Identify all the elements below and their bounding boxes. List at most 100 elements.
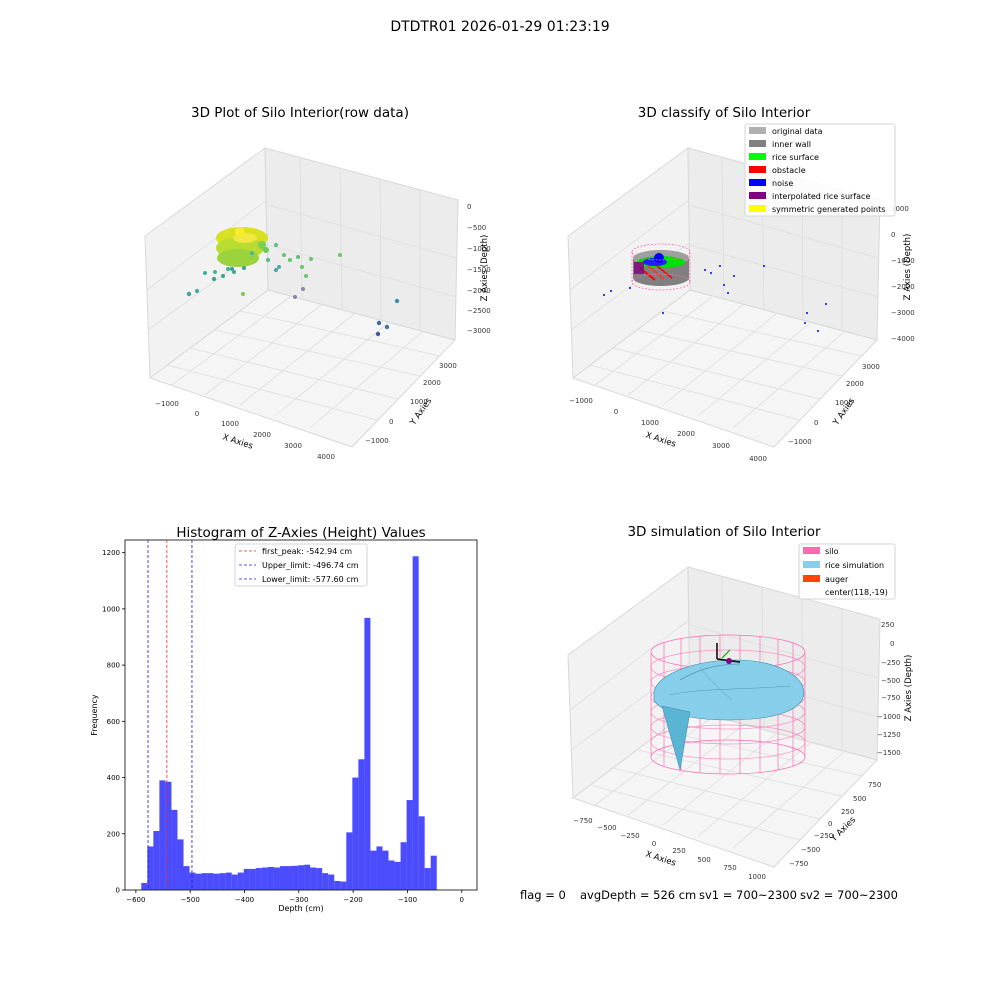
histogram-y-ticks: 0 200 400 600 800 1000 1200 [102,549,125,895]
sim-ztick: −750 [881,694,900,702]
cls-ytick: 0 [814,419,818,427]
sim-ytick: −500 [801,846,820,854]
sim-xtick: 500 [697,856,710,864]
histogram-bar [412,556,419,890]
sim-ytick: 250 [841,808,854,816]
cls-silo-cloud [631,243,691,291]
raw-xtick: 3000 [284,442,302,450]
histogram-bar [267,866,274,890]
histogram-bar [286,866,293,890]
panel-classify-title: 3D classify of Silo Interior [638,105,811,121]
histogram-x-tick-label: −300 [289,896,308,904]
status-sv2: sv2 = 700~2300 [800,888,898,902]
histogram-bar [316,868,323,890]
histogram-bar [273,867,280,890]
sim-legend: silo rice simulation auger center(118,-1… [803,547,888,597]
histogram-bar [213,873,220,890]
cls-ztick: −2000 [891,283,915,291]
cls-y-ticks: −1000 0 1000 2000 3000 [788,363,880,446]
legend-swatch-silo [803,547,820,554]
status-sv1: sv1 = 700~2300 [699,888,797,902]
legend-label-original-data: original data [772,127,823,136]
raw-xtick: 1000 [221,420,239,428]
histogram-bar [352,777,359,890]
legend-label-rice-simulation: rice simulation [825,561,884,570]
raw-ztick: 0 [467,203,471,211]
cls-ztick: 1000 [891,205,909,213]
histogram-x-ticks: −600 −500 −400 −300 −200 −100 0 [126,890,464,904]
legend-label-symmetric: symmetric generated points [772,205,885,214]
legend-swatch-original-data [749,127,766,134]
legend-swatch-noise [749,179,766,186]
legend-label-obstacle: obstacle [772,166,806,175]
histogram-bar [370,850,377,890]
legend-label-lower-limit: Lower_limit: -577.60 cm [262,575,359,584]
raw-z-ticks: 0 −500 −1000 −1500 −2000 −2500 −3000 [467,203,491,335]
histogram-bar [328,874,335,890]
raw-scatter-points [186,243,400,337]
legend-swatch-rice-surface [749,153,766,160]
histogram-bar [418,816,425,890]
raw-xtick: −1000 [155,400,179,408]
histogram-y-tick-label: 1200 [102,549,120,557]
histogram-legend: first_peak: -542.94 cm Upper_limit: -496… [239,547,359,584]
status-flag: flag = 0 [520,888,566,902]
sim-z-ticks: 250 0 −250 −500 −750 −1000 −1250 −1500 [877,621,901,757]
histogram-bar [424,868,431,890]
panel-raw-data: 3D Plot of Silo Interior(row data) −1000… [144,105,491,461]
cls-ytick: 3000 [862,363,880,371]
raw-ytick: −1000 [365,437,389,445]
cls-ytick: 1000 [835,399,853,407]
cls-ztick: 0 [891,231,895,239]
cls-xtick: 1000 [641,419,659,427]
raw-ztick: −2000 [467,287,491,295]
sim-ztick: −500 [881,677,900,685]
histogram-bar [243,868,250,890]
legend-swatch-obstacle [749,166,766,173]
sim-xtick: −750 [573,817,592,825]
legend-label-silo: silo [825,547,839,556]
histogram-bar [430,855,437,890]
cls-gridlines [569,156,879,429]
sim-ztick: −250 [881,659,900,667]
legend-label-inner-wall: inner wall [772,140,811,149]
histogram-bar [334,881,341,890]
histogram-bar [400,842,407,890]
legend-swatch-auger [803,575,820,582]
sim-ytick: 750 [868,781,881,789]
histogram-bar [358,759,365,890]
cls-xtick: 4000 [749,455,767,463]
histogram-bar [346,832,353,890]
sim-ytick: 500 [853,795,866,803]
legend-swatch-rice-simulation [803,561,820,568]
sim-y-ticks: 750 500 250 0 −250 −500 −750 [789,781,881,868]
sim-ytick: −750 [789,860,808,868]
panel-histogram: Histogram of Z-Axies (Height) Values −60… [90,525,478,913]
raw-floor-pane [148,289,456,448]
sim-auger [716,643,741,664]
sim-xtick: 1000 [748,873,766,881]
sim-xtick: 250 [672,847,685,855]
histogram-bar [189,872,196,890]
histogram-bars [141,556,437,890]
legend-label-upper-limit: Upper_limit: -496.74 cm [262,561,359,570]
panel-sim-title: 3D simulation of Silo Interior [627,524,821,540]
raw-ytick: 2000 [423,379,441,387]
cls-ytick: 2000 [846,380,864,388]
histogram-bar [159,780,166,890]
raw-z-label: Z Axies (Depth) [480,235,490,302]
histogram-x-tick-label: −400 [235,896,254,904]
histogram-bar [304,864,311,890]
histogram-y-tick-label: 600 [107,718,120,726]
legend-swatch-inner-wall [749,140,766,147]
histogram-bar [231,874,238,890]
legend-label-center: center(118,-19) [825,588,888,597]
histogram-x-tick-label: −500 [181,896,200,904]
raw-ztick: −3000 [467,327,491,335]
histogram-bar [292,865,299,890]
sim-xtick: 750 [723,864,736,872]
histogram-bar [171,809,178,890]
histogram-bar [255,868,262,890]
histogram-x-tick-label: 0 [460,896,464,904]
